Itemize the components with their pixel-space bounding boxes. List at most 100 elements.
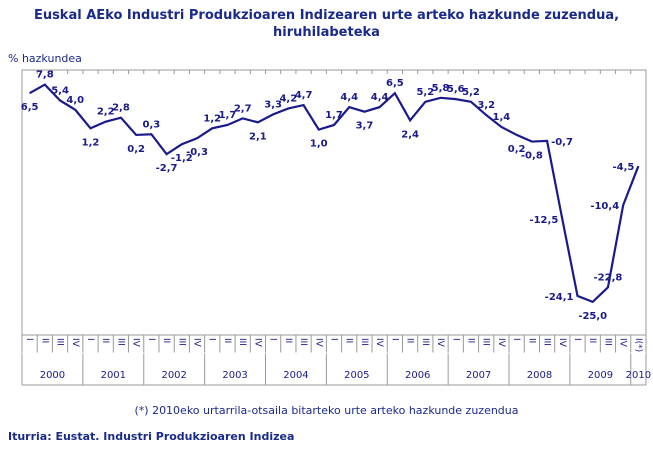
data-label: -12,5 [529,215,558,226]
data-label: 0,3 [143,119,161,130]
quarter-label: I [268,338,278,341]
data-label: 2,2 [97,107,115,118]
data-label: -10,4 [590,201,619,212]
data-label: 6,5 [386,78,404,89]
data-label: -25,0 [578,311,607,322]
quarter-label: I [450,338,460,341]
year-label: 2006 [405,370,430,381]
data-label: 5,2 [416,87,434,98]
footnote: (*) 2010eko urtarrila-otsaila bitarteko … [134,404,519,417]
data-label: -0,8 [521,151,543,162]
quarter-label: IV [313,338,323,348]
quarter-label: I [511,338,521,341]
quarter-label: I [85,338,95,341]
data-label: 1,7 [219,110,237,121]
year-label: 2000 [40,370,65,381]
data-label: 2,7 [234,103,252,114]
quarter-label: IV [496,338,506,348]
data-label: 1,7 [325,110,343,121]
data-label: 4,4 [340,92,358,103]
data-label: 2,8 [112,103,130,114]
data-label: 7,8 [36,70,54,81]
quarter-label: III [237,338,247,346]
quarter-label: IV [435,338,445,348]
year-label: 2003 [222,370,247,381]
quarter-label: IV [557,338,567,348]
source: Iturria: Eustat. Industri Produkzioaren … [8,430,295,443]
data-label: 4,0 [66,95,84,106]
y-axis-label: % hazkundea [8,52,82,65]
quarter-label: IV [374,338,384,348]
quarter-label: I [572,338,582,341]
data-label: 5,8 [432,83,450,94]
quarter-label: II [161,338,171,343]
data-label: 0,2 [127,144,145,155]
data-label: -22,8 [594,272,623,283]
quarter-label: IV [70,338,80,348]
quarter-label: I [329,338,339,341]
quarter-label: III [542,338,552,346]
chart-title: Euskal AEko Industri Produkzioaren Indiz… [33,8,620,40]
data-label: 3,2 [477,100,495,111]
quarter-label: III [115,338,125,346]
year-label: 2009 [588,370,613,381]
data-label: -1,2 [171,153,193,164]
data-label: 1,0 [310,139,328,150]
quarter-label: IV [618,338,628,348]
quarter-label: II [222,338,232,343]
quarter-label: IV [131,338,141,348]
quarter-label: II [39,338,49,343]
year-label: 2004 [283,370,308,381]
quarter-label: III [55,338,65,346]
quarter-label: III [359,338,369,346]
quarter-label: II [100,338,110,343]
year-label: 2007 [466,370,491,381]
quarter-label: II [587,338,597,343]
quarter-label: IV [192,338,202,348]
quarter-label: I [389,338,399,341]
quarter-label: I [24,338,34,341]
data-label: -0,3 [186,147,208,158]
quarter-label: III [481,338,491,346]
data-label: 5,6 [447,84,465,95]
year-label: 2005 [344,370,369,381]
data-label: 5,2 [462,87,480,98]
quarter-label: II [526,338,536,343]
quarter-label: II [405,338,415,343]
quarter-label: III [420,338,430,346]
data-label: 1,4 [493,112,511,123]
year-label: 2001 [101,370,126,381]
data-label: 4,4 [371,92,389,103]
data-label: 1,2 [82,137,100,148]
quarter-label: I [146,338,156,341]
data-label: 0,2 [508,144,526,155]
data-label: 2,4 [401,129,419,140]
data-label: 6,5 [21,102,39,113]
data-label: 4,2 [279,93,297,104]
data-label: -4,5 [613,162,635,173]
year-label: 2008 [527,370,552,381]
quarter-label: III [176,338,186,346]
data-label: 2,1 [249,131,267,142]
data-label: -24,1 [545,292,574,303]
quarter-label: II [465,338,475,343]
data-label: 4,7 [295,90,313,101]
year-label: 2002 [161,370,186,381]
data-label: 1,2 [203,113,221,124]
data-label: 3,7 [356,121,374,132]
data-label: 5,4 [51,85,69,96]
data-label: -2,7 [156,163,178,174]
quarter-label: II [283,338,293,343]
quarter-label: II [344,338,354,343]
quarter-label: III [298,338,308,346]
quarter-label: III [602,338,612,346]
year-label: 2010 [626,370,651,381]
quarter-label: I(*) [633,338,643,352]
data-label: -0,7 [551,137,573,148]
plot-frame [21,69,647,386]
quarter-label: IV [252,338,262,348]
data-label: 3,3 [264,99,282,110]
quarter-label: I [207,338,217,341]
